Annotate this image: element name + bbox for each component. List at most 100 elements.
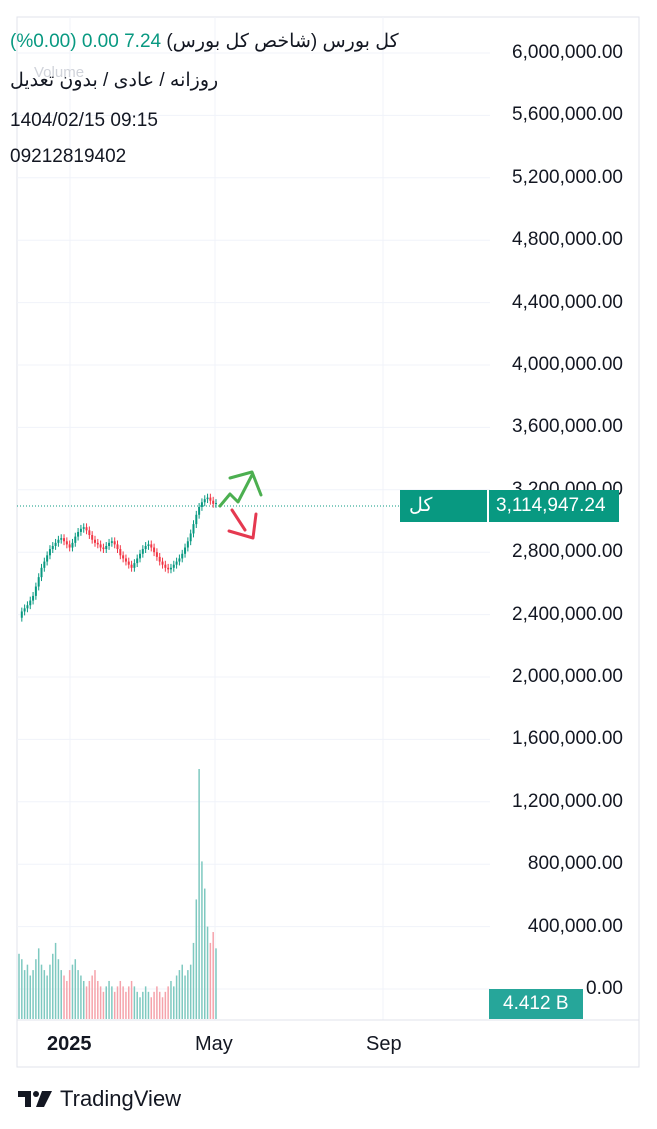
candle-body: [96, 542, 99, 545]
volume-bar: [43, 970, 46, 1019]
candles: [20, 493, 217, 622]
volume-bar: [130, 980, 133, 1019]
candle-body: [189, 533, 192, 542]
volume-bar: [111, 986, 113, 1019]
candle-body: [57, 539, 60, 543]
y-tick-label: 3,600,000.00: [512, 416, 623, 438]
candle-body: [184, 547, 187, 554]
volume-bar: [88, 980, 91, 1019]
volume-bar: [198, 769, 200, 1019]
volume-bar: [128, 986, 130, 1019]
volume-bar: [178, 970, 181, 1019]
candle-body: [150, 544, 153, 548]
volume-bar: [63, 975, 65, 1019]
candle-body: [60, 538, 63, 540]
grid-lines: [17, 17, 490, 1020]
candle-body: [77, 531, 80, 537]
volume-bar: [144, 986, 147, 1019]
candle-body: [158, 556, 161, 562]
candle-body: [127, 561, 130, 565]
candle-body: [178, 558, 181, 562]
chart-frame: [16, 16, 640, 1068]
candle-body: [200, 502, 203, 507]
candle-body: [102, 547, 105, 550]
candle-body: [133, 563, 136, 568]
volume-bar: [147, 991, 150, 1019]
candle-body: [167, 567, 170, 570]
volume-bar: [66, 980, 68, 1019]
y-tick-label: 4,800,000.00: [512, 229, 623, 251]
y-tick-label: 2,000,000.00: [512, 666, 623, 687]
candle-body: [153, 547, 156, 553]
symbol-legend[interactable]: کل بورس (شاخص کل بورس) 7.24 0.00 (0.00%): [10, 30, 399, 53]
volume-bar: [102, 991, 105, 1019]
candle-body: [110, 541, 113, 543]
candle-body: [144, 545, 147, 550]
volume-bar: [80, 975, 82, 1019]
volume-bar: [46, 975, 48, 1019]
volume-bar: [52, 953, 54, 1019]
x-tick-label: May: [195, 1033, 233, 1055]
candle-body: [212, 500, 215, 504]
volume-bar: [23, 970, 26, 1019]
candle-body: [116, 544, 119, 550]
volume-bar: [18, 953, 20, 1019]
candle-body: [26, 605, 29, 609]
candle-body: [34, 586, 37, 596]
candle-body: [71, 542, 74, 548]
volume-bar: [116, 986, 119, 1019]
volume-bar: [175, 975, 178, 1019]
volume-bar: [119, 980, 122, 1019]
volume-bar: [26, 964, 29, 1019]
volume-bar: [195, 899, 198, 1019]
candle-body: [141, 549, 144, 554]
symbol-title: کل بورس (شاخص کل بورس): [166, 31, 399, 52]
y-tick-label: 400,000.00: [527, 915, 623, 937]
y-tick-label: 0.00: [586, 978, 623, 999]
y-tick-label: 5,200,000.00: [512, 166, 623, 188]
candle-body: [209, 497, 212, 501]
candle-body: [65, 541, 68, 545]
brand-logo[interactable]: TradingView: [18, 1086, 181, 1112]
candle-body: [124, 558, 127, 562]
volume-bar: [153, 991, 155, 1019]
volume-bar: [192, 942, 195, 1019]
volume-bar: [161, 997, 164, 1019]
last-price-tag[interactable]: 3,114,947.24: [489, 490, 619, 522]
volume-bar: [164, 991, 167, 1019]
y-tick-label: 1,600,000.00: [512, 728, 623, 750]
y-tick-label: 5,600,000.00: [512, 104, 623, 126]
volume-bar: [40, 964, 43, 1019]
volume-bars: [18, 769, 217, 1019]
up-arrow-icon: [218, 470, 263, 508]
x-tick-label: 2025: [47, 1033, 92, 1055]
candle-body: [113, 541, 116, 545]
volume-bar: [187, 970, 189, 1019]
candle-body: [68, 544, 71, 548]
candle-body: [139, 553, 142, 559]
volume-bar: [156, 986, 158, 1019]
volume-bar: [37, 948, 40, 1019]
candle-body: [29, 600, 32, 606]
volume-bar: [206, 926, 209, 1019]
symbol-name-tag[interactable]: کل بورس: [400, 490, 487, 548]
volume-tag[interactable]: 4.412 B: [489, 989, 583, 1019]
candle-body: [37, 577, 40, 587]
candle-body: [48, 549, 51, 556]
candle-body: [23, 608, 26, 612]
y-tick-label: 2,800,000.00: [512, 541, 623, 563]
volume-bar: [170, 980, 172, 1019]
candle-body: [172, 564, 175, 568]
tradingview-logo-icon: [18, 1091, 52, 1107]
candle-body: [88, 530, 91, 536]
candle-body: [175, 561, 178, 565]
candle-body: [32, 595, 35, 601]
volume-bar: [74, 959, 77, 1019]
candle-body: [108, 542, 111, 546]
candle-body: [147, 544, 150, 546]
volume-bar: [29, 975, 32, 1019]
candle-body: [164, 564, 167, 568]
x-tick-label: Sep: [366, 1033, 402, 1055]
candle-body: [161, 561, 164, 565]
